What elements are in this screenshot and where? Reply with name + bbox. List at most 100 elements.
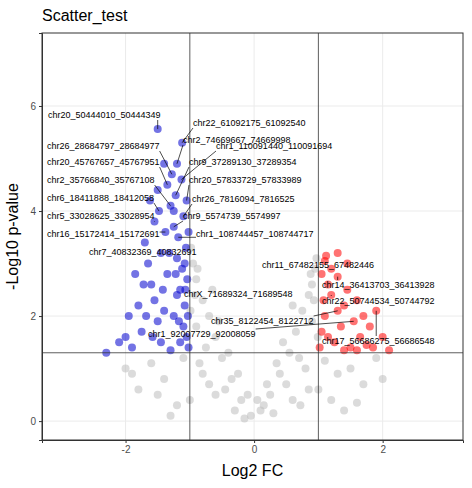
point	[260, 401, 268, 409]
point	[173, 401, 181, 409]
point	[308, 281, 316, 289]
point	[266, 391, 274, 399]
point	[160, 160, 168, 168]
point	[279, 338, 287, 346]
point	[221, 386, 229, 394]
point	[263, 380, 271, 388]
annotation-connector	[376, 311, 377, 336]
point	[194, 265, 202, 273]
point	[296, 401, 304, 409]
point	[128, 344, 136, 352]
annotation-connector	[187, 185, 189, 201]
point	[353, 399, 361, 407]
point	[359, 312, 367, 320]
annotation-label: chr17_56686275_56686548	[322, 336, 435, 346]
point	[128, 370, 136, 378]
annotation-label: chr9_5574739_5574997	[183, 211, 281, 221]
tick-label: 6	[30, 101, 36, 112]
x-axis: -2 0 2	[43, 440, 464, 455]
point	[157, 338, 165, 346]
tick: 0	[30, 416, 42, 427]
point	[134, 386, 142, 394]
point	[167, 412, 175, 420]
tick-label: -2	[122, 444, 131, 455]
point	[231, 407, 239, 415]
point	[184, 312, 192, 320]
point	[318, 270, 326, 278]
point	[154, 317, 162, 325]
annotation-label: chr20_50444010_50444349	[48, 110, 161, 120]
annotation-connector	[178, 237, 196, 238]
point	[337, 323, 345, 331]
threshold-line	[42, 352, 463, 353]
point	[185, 228, 193, 236]
annotation-connector	[177, 145, 183, 164]
point	[138, 328, 146, 336]
point	[379, 375, 387, 383]
point	[228, 375, 236, 383]
point	[140, 281, 148, 289]
annotation-label: chr14_36413703_36413928	[322, 280, 435, 290]
point	[334, 370, 342, 378]
annotation-label: chr1_108744457_108744717	[196, 229, 314, 239]
point	[340, 407, 348, 415]
point	[192, 275, 200, 283]
point	[181, 260, 189, 268]
point	[122, 365, 130, 373]
annotation-label: chr16_15172414_15172691	[47, 229, 160, 239]
point	[322, 252, 330, 260]
point	[202, 344, 210, 352]
point	[302, 365, 310, 373]
annotation-label: chr6_18411888_18412058	[47, 193, 154, 203]
point	[131, 270, 139, 278]
grid-line	[42, 105, 463, 106]
point	[234, 370, 242, 378]
y-axis-title: -Log10 p-value	[4, 183, 21, 290]
point	[292, 328, 300, 336]
tick-label: 0	[30, 416, 36, 427]
annotation-connector	[157, 120, 158, 129]
annotation-connector	[256, 321, 354, 329]
grid-line	[42, 421, 463, 422]
annotation-label: chr1_92007729_92008059	[148, 329, 256, 339]
point	[295, 354, 303, 362]
point	[282, 380, 290, 388]
annotation-label: chr1_110091440_110091694	[216, 141, 332, 151]
annotation-connector	[160, 232, 166, 233]
annotation-connector	[160, 167, 168, 185]
tick-label: 2	[380, 444, 386, 455]
point	[321, 357, 329, 365]
point	[125, 312, 133, 320]
point	[172, 270, 180, 278]
point	[122, 333, 130, 341]
annotation-label: chr7_40832369_40832691	[89, 247, 197, 257]
x-axis-title: Log2 FC	[222, 462, 283, 479]
tick: 0	[252, 440, 258, 455]
tick-label: 4	[30, 206, 36, 217]
annotation-label: chr26_28684797_28684977	[47, 141, 160, 151]
point	[173, 291, 181, 299]
point	[244, 391, 252, 399]
annotation-label: chr20_45767657_45767951	[47, 157, 160, 167]
annotation-label: chr22_50744534_50744792	[322, 296, 435, 306]
point	[237, 396, 245, 404]
tick: 2	[380, 440, 386, 455]
point	[334, 249, 342, 257]
annotation-connector	[154, 203, 159, 211]
point	[318, 328, 326, 336]
point	[147, 359, 155, 367]
point	[298, 307, 306, 315]
point	[175, 317, 183, 325]
tick-label: 2	[30, 311, 36, 322]
tick: 6	[30, 101, 42, 112]
point	[115, 338, 123, 346]
annotation-label: chr9_37289130_37289354	[189, 157, 297, 167]
annotation-label: chr2_35766840_35767108	[47, 175, 155, 185]
annotation-connector	[314, 311, 338, 316]
annotation-label: chr35_8122454_8122712	[211, 316, 314, 326]
point	[310, 296, 318, 304]
points	[102, 125, 393, 422]
annotations: chr20_50444010_50444349chr22_61092175_61…	[47, 110, 435, 346]
point	[199, 370, 207, 378]
title: Scatter_test	[42, 7, 128, 25]
